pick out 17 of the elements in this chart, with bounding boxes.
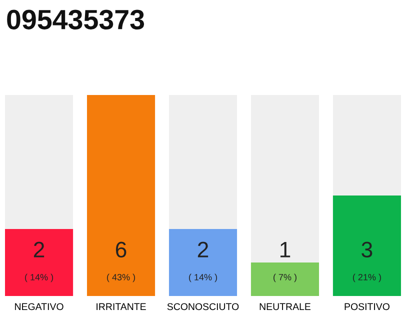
x-tick-label: NEUTRALE bbox=[260, 303, 310, 310]
x-tick-label: NEGATIVO bbox=[15, 303, 64, 310]
x-tick-label: SCONOSCIUTO bbox=[167, 303, 239, 310]
annotation: ( 14% ) bbox=[25, 274, 54, 282]
data-label: 3 bbox=[362, 242, 372, 258]
annotation: ( 43% ) bbox=[107, 274, 135, 282]
annotation: ( 21% ) bbox=[352, 274, 381, 282]
data-label: 2 bbox=[34, 242, 44, 258]
x-tick-label: POSITIVO bbox=[344, 303, 390, 310]
data-label: 1 bbox=[280, 242, 290, 258]
annotation: ( 14% ) bbox=[189, 274, 217, 282]
chart-title: 095435373 bbox=[7, 10, 144, 30]
annotation: ( 7% ) bbox=[274, 274, 296, 282]
bar bbox=[250, 262, 320, 296]
data-label: 6 bbox=[116, 242, 126, 258]
x-tick-label: IRRITANTE bbox=[96, 303, 146, 310]
data-label: 2 bbox=[198, 242, 208, 258]
